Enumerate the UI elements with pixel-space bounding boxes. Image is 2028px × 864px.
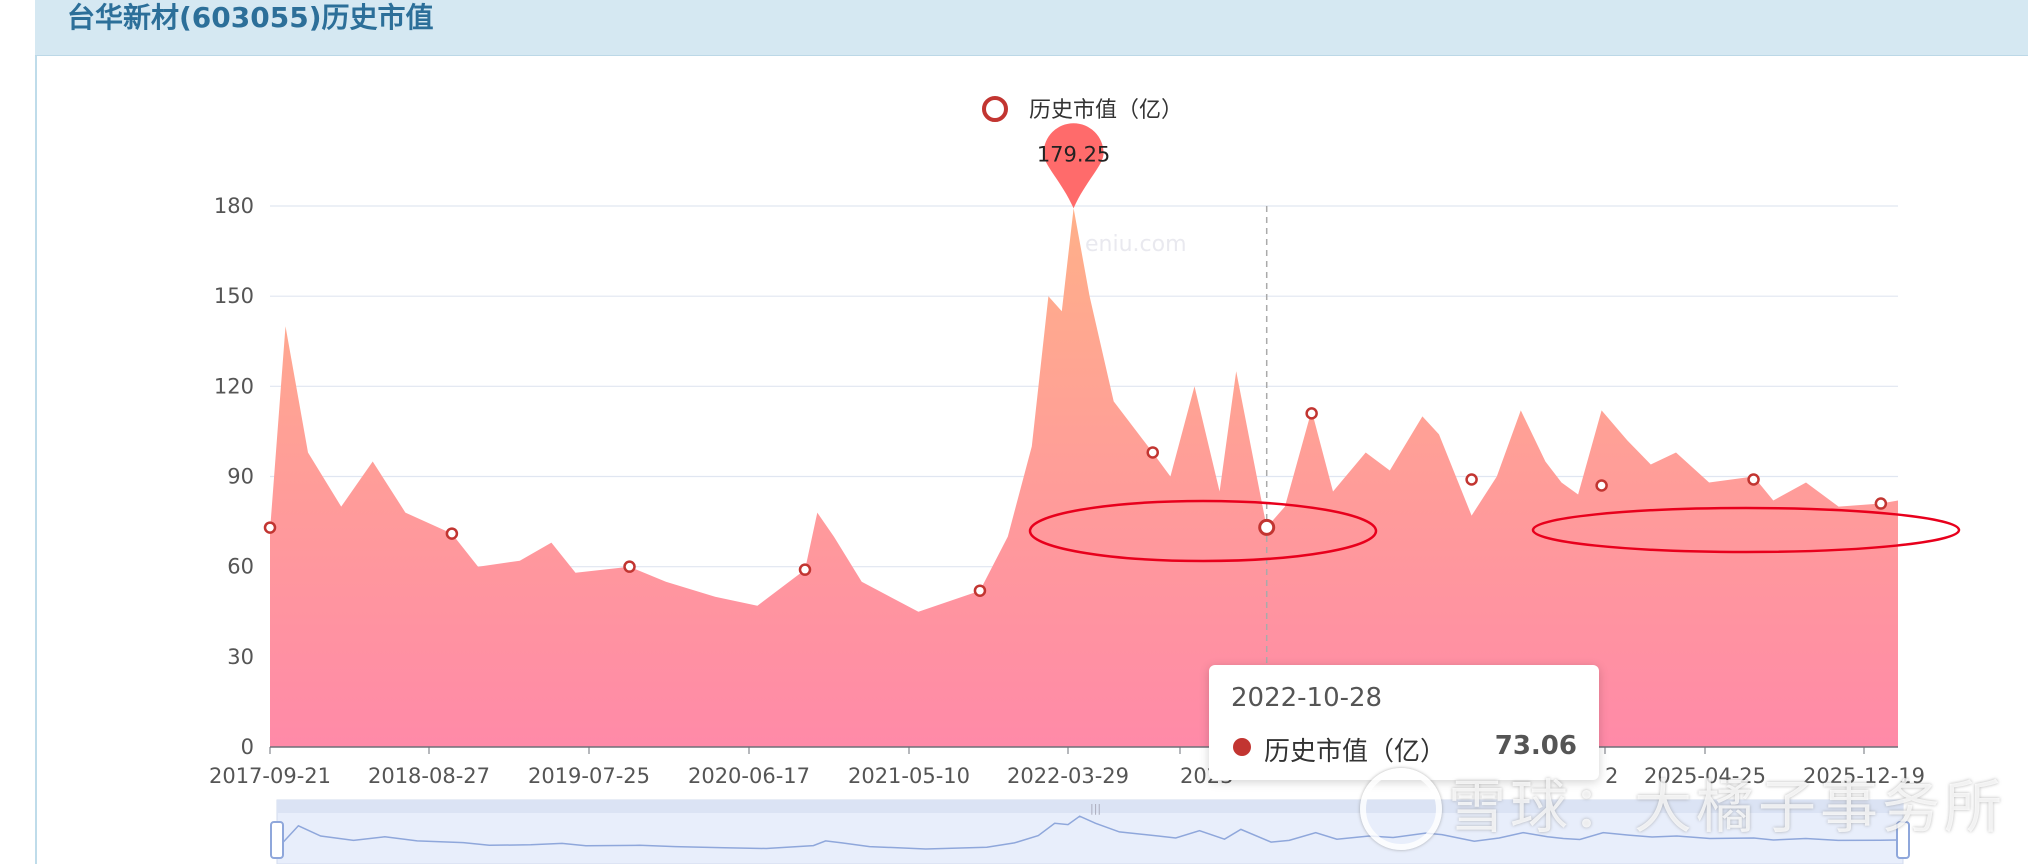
zoom-preview-line [282,815,1898,850]
y-tick-label: 150 [214,284,254,308]
data-marker[interactable] [1595,479,1608,492]
legend-label: 历史市值（亿） [1029,98,1183,123]
zoom-handle-right[interactable] [1896,821,1910,859]
market-cap-area [270,208,1898,748]
data-marker[interactable] [445,527,459,540]
x-tick-label: 2019-07-25 [528,764,650,788]
x-tick-label: 2025-12-19 [1803,764,1925,788]
y-axis-ticks: 0 30 60 90 120 150 180 [214,194,254,759]
x-tick-label: 2025-04-25 [1644,764,1766,788]
data-markers [263,407,1888,597]
legend-marker-icon [982,96,1008,122]
x-axis-ticks: 2017-09-21 2018-08-27 2019-07-25 2020-06-17… [209,747,1925,788]
max-value-pin: 179.25 [1037,123,1110,209]
y-tick-label: 90 [227,465,254,489]
data-marker[interactable] [1465,473,1478,486]
tooltip-series-name: 历史市值（亿） [1264,737,1447,767]
tooltip-value: 73.06 [1494,731,1577,761]
zoom-top-bar[interactable] [277,800,1903,813]
data-marker[interactable] [1146,446,1159,459]
x-tick-label: 2018-08-27 [368,764,490,788]
data-marker[interactable] [623,560,636,573]
y-tick-label: 0 [241,735,254,759]
tooltip-series-dot [1233,738,1251,756]
data-marker[interactable] [263,521,277,534]
x-tick-label: 2021-05-10 [848,764,970,788]
max-value-label: 179.25 [1037,142,1110,166]
legend[interactable]: 历史市值（亿） [982,96,1183,123]
data-marker[interactable] [1305,407,1318,420]
panel-header: 台华新材(603055)历史市值 [35,0,2028,56]
site-watermark: eniu.com [1085,232,1187,257]
data-marker[interactable] [973,584,987,597]
x-tick-label: 2020-06-17 [688,764,810,788]
xueqiu-watermark: 雪球：大橘子事务所 [1448,773,2007,841]
zoom-handle-left[interactable] [270,821,284,859]
y-tick-label: 60 [227,555,254,579]
x-tick-label: 2 [1605,764,1618,788]
x-tick-label: 2017-09-21 [209,764,331,788]
x-tick-label: 2022-03-29 [1007,764,1129,788]
annotation-ellipse-right [1531,506,1961,554]
y-tick-label: 180 [214,194,254,218]
tooltip-date: 2022-10-28 [1231,683,1383,713]
data-marker[interactable] [1874,497,1888,510]
zoom-grip-icon: ||| [1090,802,1101,815]
page-title: 台华新材(603055)历史市值 [67,1,434,34]
data-marker[interactable] [798,563,812,576]
tooltip: 2022-10-28 历史市值（亿） 73.06 [1209,665,1599,780]
y-tick-label: 120 [214,374,254,398]
data-marker[interactable] [1747,473,1760,486]
y-tick-label: 30 [227,645,254,669]
annotation-ellipse-left [1028,499,1378,563]
xueqiu-logo-icon [1360,768,1442,850]
data-zoom-slider[interactable]: ||| [270,799,1910,864]
pin-icon [1043,123,1104,209]
data-marker[interactable] [1258,518,1276,536]
